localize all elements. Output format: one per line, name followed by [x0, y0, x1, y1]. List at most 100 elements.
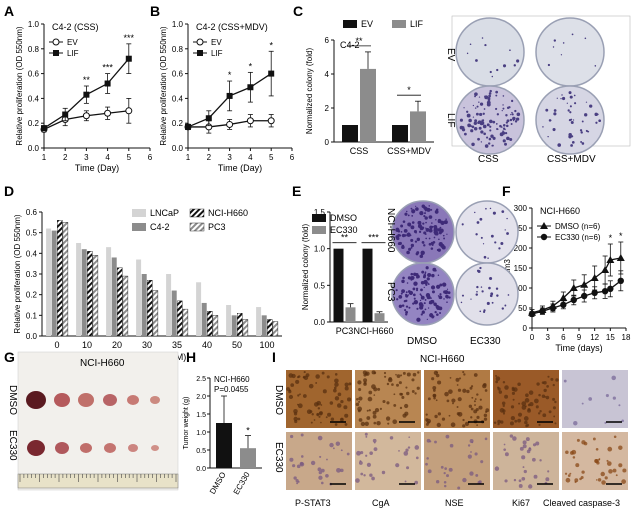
colony: [482, 124, 487, 129]
panel-label-e: E: [292, 183, 301, 199]
cell: [483, 417, 488, 421]
cell: [318, 475, 323, 480]
colony: [490, 234, 494, 238]
colony: [418, 230, 422, 233]
colony: [488, 92, 492, 95]
y-tick-label: 0: [523, 324, 528, 333]
y-tick-label: 1.5: [314, 208, 326, 217]
colony: [483, 310, 486, 313]
colony: [481, 290, 484, 293]
cell: [373, 421, 377, 425]
series-ec330-n-6-: [528, 270, 624, 318]
cell: [595, 447, 599, 451]
cell: [318, 470, 322, 475]
cell: [606, 461, 612, 466]
cell: [552, 383, 555, 387]
cell: [372, 414, 377, 419]
cell: [513, 478, 517, 482]
cell: [293, 476, 297, 480]
cell: [297, 375, 301, 378]
cell: [608, 469, 613, 474]
colony: [471, 142, 475, 147]
x-tick-label: 0: [530, 333, 535, 342]
bar: [87, 251, 93, 337]
colony: [411, 221, 415, 224]
point: [580, 280, 589, 288]
y-tick-label: 0.6: [28, 70, 40, 79]
tumor: [103, 394, 117, 406]
colony: [484, 95, 489, 100]
colony: [402, 220, 406, 223]
point: [226, 92, 233, 99]
cell: [467, 454, 472, 459]
colony: [500, 242, 504, 246]
cell: [320, 468, 325, 473]
series-ev: [184, 114, 275, 134]
colony: [489, 119, 493, 124]
colony: [434, 310, 437, 314]
colony: [410, 238, 414, 242]
cell: [458, 377, 462, 380]
colony: [405, 313, 408, 316]
cell: [524, 420, 528, 425]
cell: [382, 399, 386, 404]
y-tick-label: 0.3: [26, 270, 38, 279]
colony: [483, 108, 486, 110]
cell: [320, 404, 323, 406]
cell: [517, 412, 523, 417]
cell: [333, 386, 337, 390]
point: [125, 107, 133, 115]
cell: [404, 480, 407, 483]
cell: [379, 407, 383, 410]
colony: [481, 37, 484, 39]
cell: [605, 393, 609, 398]
g-photo-background: [17, 351, 179, 491]
colony: [408, 232, 410, 234]
cell: [569, 472, 572, 475]
cell: [449, 443, 454, 448]
cell: [457, 486, 461, 490]
x-tick-label: 3: [545, 333, 550, 342]
colony: [446, 288, 449, 290]
colony: [424, 216, 428, 220]
point: [581, 292, 588, 300]
colony: [584, 113, 588, 117]
cell: [427, 421, 430, 424]
y-tick-label: 0.8: [172, 45, 184, 54]
y-tick-label: 0.0: [314, 318, 326, 327]
cell: [528, 484, 533, 489]
colony: [430, 222, 433, 224]
colony: [488, 286, 491, 290]
cell: [343, 405, 348, 410]
legend-label: EC330 (n=6): [555, 233, 601, 242]
bar: [256, 307, 262, 336]
colony: [492, 137, 494, 140]
cell: [521, 455, 526, 460]
x-tick-label: NCI-H660: [353, 326, 393, 336]
cell: [288, 394, 294, 400]
point: [62, 111, 69, 118]
cell: [334, 423, 338, 426]
colony: [589, 104, 593, 108]
colony: [445, 218, 447, 220]
colony: [436, 248, 440, 252]
cell: [528, 447, 532, 452]
cell: [542, 413, 547, 418]
legend-swatch: [312, 214, 326, 222]
cell: [565, 477, 571, 483]
colony: [486, 123, 489, 126]
cell: [470, 385, 474, 388]
cell: [308, 383, 314, 389]
colony: [427, 272, 432, 278]
cell: [358, 400, 361, 403]
colony: [476, 105, 479, 108]
cell: [381, 470, 386, 475]
colony: [596, 113, 599, 116]
y-tick-label: 150: [514, 264, 528, 273]
chart-d: 0.00.10.20.30.40.50.60102030354050100EC3…: [13, 208, 282, 362]
y-tick-label: 0.1: [26, 311, 38, 320]
cell: [366, 409, 369, 412]
cell: [371, 476, 375, 481]
y-tick-label: 0.6: [26, 208, 38, 217]
cell: [386, 382, 390, 386]
